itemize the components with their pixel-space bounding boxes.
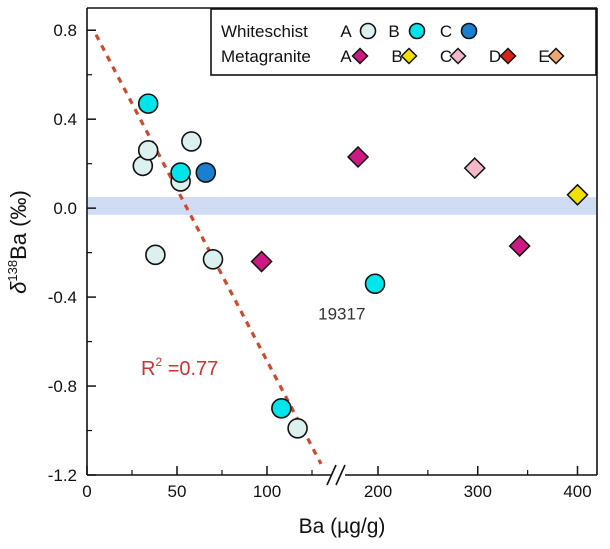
x-tick-label: 50 bbox=[168, 482, 187, 501]
y-axis-label-delta: δ bbox=[6, 281, 31, 294]
legend-marker bbox=[351, 47, 369, 65]
trend-line-layer bbox=[94, 33, 323, 465]
legend-marker bbox=[449, 47, 467, 65]
annotation-layer: R2 =0.77 19317 bbox=[141, 304, 365, 380]
legend-marker bbox=[499, 47, 517, 65]
y-tick-label: -1.2 bbox=[48, 466, 77, 485]
legend-entry-letter: A bbox=[340, 22, 352, 41]
legend-box bbox=[210, 8, 597, 76]
y-axis-label-main: Ba (‰) bbox=[6, 190, 31, 260]
whiteschist-a-point bbox=[145, 244, 166, 266]
point-layer bbox=[132, 93, 589, 439]
legend-entry-letter: D bbox=[489, 47, 501, 66]
whiteschist-a-point bbox=[137, 140, 159, 161]
band-layer bbox=[88, 197, 596, 215]
metagranite-a-point bbox=[346, 145, 370, 169]
y-tick-label: 0.0 bbox=[53, 199, 77, 218]
legend-entry-letter: C bbox=[440, 22, 452, 41]
legend-marker bbox=[408, 22, 426, 40]
y-axis-label: δ138Ba (‰) bbox=[5, 190, 31, 294]
whiteschist-a-point bbox=[181, 131, 202, 152]
legend-marker bbox=[400, 47, 418, 65]
x-tick-label: 300 bbox=[464, 482, 492, 501]
y-tick-label: 0.4 bbox=[53, 110, 77, 129]
metagranite-c-point bbox=[463, 157, 486, 180]
whiteschist-c-point bbox=[195, 162, 217, 183]
whiteschist-a-point bbox=[202, 248, 224, 270]
y-axis-label-superscript: 138 bbox=[5, 260, 20, 282]
sample-label: 19317 bbox=[318, 304, 365, 323]
r-squared-value: =0.77 bbox=[162, 358, 218, 380]
whiteschist-b-point bbox=[137, 93, 159, 114]
x-tick-label: 100 bbox=[253, 482, 281, 501]
r-squared-superscript: 2 bbox=[155, 355, 162, 369]
metagranite-b-point bbox=[566, 183, 589, 206]
reference-band bbox=[88, 197, 596, 215]
legend-group-label: Metagranite bbox=[221, 47, 311, 66]
whiteschist-b-point bbox=[271, 397, 292, 419]
legend-marker bbox=[547, 47, 565, 65]
legend-entry-letter: B bbox=[388, 22, 399, 41]
legend-entry-letter: B bbox=[391, 47, 402, 66]
x-tick-label: 200 bbox=[364, 482, 392, 501]
legend-marker bbox=[359, 22, 377, 40]
axis-break-mark bbox=[335, 464, 346, 486]
legend: Whiteschist A B C Metagranite A B C D E bbox=[210, 8, 597, 76]
frame-layer bbox=[86, 7, 598, 486]
metagranite-a-point bbox=[250, 250, 273, 273]
y-tick-label: 0.8 bbox=[53, 21, 77, 40]
y-tick-label: -0.8 bbox=[48, 377, 77, 396]
metagranite-a-point bbox=[508, 234, 531, 258]
r-squared-label: R2 =0.77 bbox=[141, 355, 218, 380]
axis-layer: 0.80.40.0-0.4-0.8-1.20501002003004005006… bbox=[5, 21, 592, 538]
axis-break-mark bbox=[326, 464, 337, 486]
legend-group-label: Whiteschist bbox=[221, 22, 308, 41]
legend-entry-letter: A bbox=[340, 47, 352, 66]
x-tick-label: 400 bbox=[563, 482, 591, 501]
legend-entry-letter: E bbox=[538, 47, 549, 66]
legend-entry-letter: C bbox=[440, 47, 452, 66]
y-tick-label: -0.4 bbox=[48, 288, 77, 307]
x-tick-label: 0 bbox=[82, 482, 91, 501]
whiteschist-b-point bbox=[170, 162, 191, 183]
r-squared-r: R bbox=[141, 358, 155, 380]
whiteschist-b-point bbox=[364, 273, 386, 295]
trend-line bbox=[94, 33, 323, 465]
legend-marker bbox=[460, 22, 478, 40]
whiteschist-a-point bbox=[287, 417, 308, 439]
x-axis-label: Ba (µg/g) bbox=[299, 515, 386, 538]
